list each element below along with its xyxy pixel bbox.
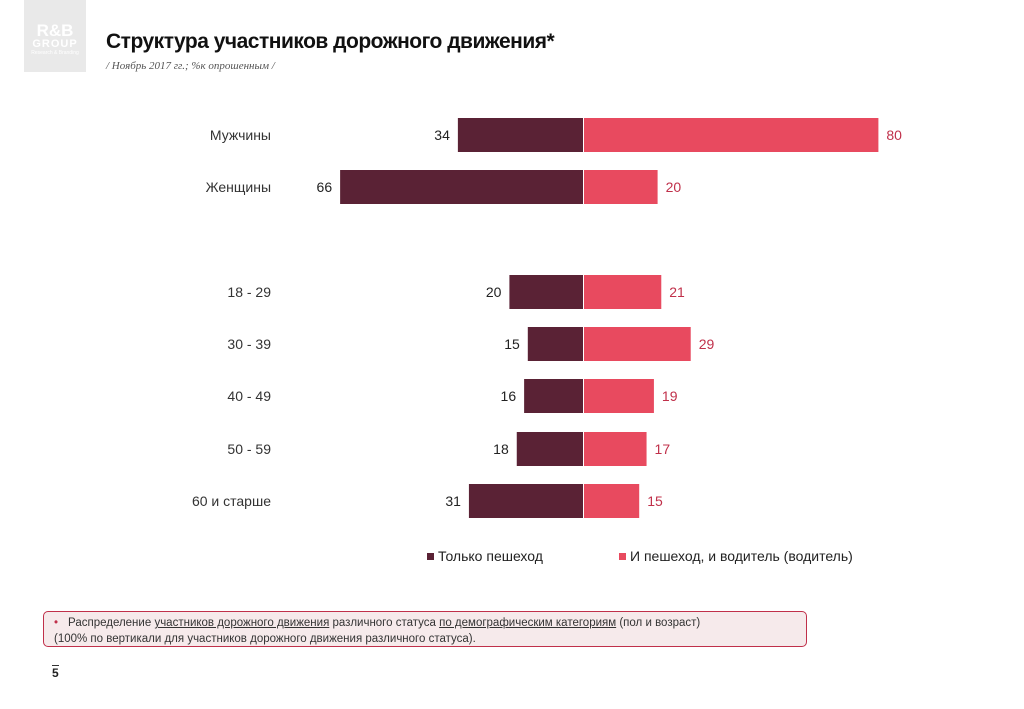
legend-swatch-driver — [619, 552, 626, 560]
page-title: Структура участников дорожного движения* — [106, 30, 555, 53]
bar-pedestrian — [340, 170, 583, 204]
chart-legend: Только пешеход И пешеход, и водитель (во… — [0, 548, 1024, 568]
bar-driver — [584, 118, 879, 152]
legend-label-pedestrian: Только пешеход — [438, 548, 543, 564]
logo-line1: R&B — [36, 21, 74, 40]
footnote-line1: • Распределение участников дорожного движ… — [54, 615, 796, 631]
legend-item-pedestrian: Только пешеход — [427, 548, 543, 564]
bar-pedestrian — [468, 484, 583, 518]
bar-pedestrian — [527, 327, 583, 361]
page-subtitle: / Ноябрь 2017 гг.; %к опрошенным / — [106, 60, 275, 72]
bar-driver — [584, 432, 647, 466]
value-label-driver: 20 — [666, 179, 682, 195]
value-label-pedestrian: 31 — [445, 493, 461, 509]
bar-pedestrian — [524, 379, 583, 413]
diverging-bar-chart: Мужчины 34 80 Женщины 66 20 18 - 29 20 21 30 - 39… — [192, 118, 902, 518]
legend-swatch-pedestrian — [427, 552, 434, 560]
bar-pedestrian — [457, 118, 583, 152]
category-label: 50 - 59 — [227, 441, 271, 457]
footnote-box: • Распределение участников дорожного движ… — [43, 611, 807, 647]
category-label: 30 - 39 — [227, 336, 271, 352]
value-label-driver: 15 — [647, 493, 663, 509]
bar-driver — [584, 170, 658, 204]
category-label: Мужчины — [210, 127, 271, 143]
value-label-pedestrian: 16 — [501, 388, 517, 404]
footnote-part2: различного статуса — [329, 617, 440, 629]
legend-label-driver: И пешеход, и водитель (водитель) — [630, 548, 853, 564]
bar-driver — [584, 275, 662, 309]
value-label-driver: 21 — [669, 284, 685, 300]
value-label-driver: 17 — [655, 441, 671, 457]
category-label: 60 и старше — [192, 493, 271, 509]
logo-line3: Research & Branding — [31, 50, 79, 56]
footnote-line2: (100% по вертикали для участников дорожн… — [54, 633, 476, 645]
footnote-part1: Распределение — [68, 617, 155, 629]
bar-driver — [584, 379, 654, 413]
bar-driver — [584, 327, 691, 361]
page-number: 5 — [52, 665, 59, 680]
legend-item-driver: И пешеход, и водитель (водитель) — [619, 548, 853, 564]
footnote-link2: по демографическим категориям — [439, 617, 617, 629]
value-label-pedestrian: 34 — [434, 127, 450, 143]
category-label: 40 - 49 — [227, 388, 271, 404]
logo-line2: GROUP — [32, 38, 78, 50]
category-label: 18 - 29 — [227, 284, 271, 300]
logo: R&B GROUP Research & Branding — [24, 0, 86, 72]
value-label-driver: 29 — [699, 336, 715, 352]
category-label: Женщины — [206, 179, 271, 195]
value-label-driver: 80 — [886, 127, 902, 143]
footnote-bullet: • — [54, 617, 59, 629]
footnote-part3: (пол и возраст) — [616, 617, 701, 629]
value-label-pedestrian: 15 — [504, 336, 520, 352]
bar-driver — [584, 484, 640, 518]
footnote-link1: участников дорожного движения — [154, 617, 330, 629]
value-label-pedestrian: 20 — [486, 284, 502, 300]
value-label-pedestrian: 18 — [493, 441, 509, 457]
bar-pedestrian — [509, 275, 583, 309]
value-label-driver: 19 — [662, 388, 678, 404]
value-label-pedestrian: 66 — [317, 179, 333, 195]
bar-pedestrian — [516, 432, 583, 466]
